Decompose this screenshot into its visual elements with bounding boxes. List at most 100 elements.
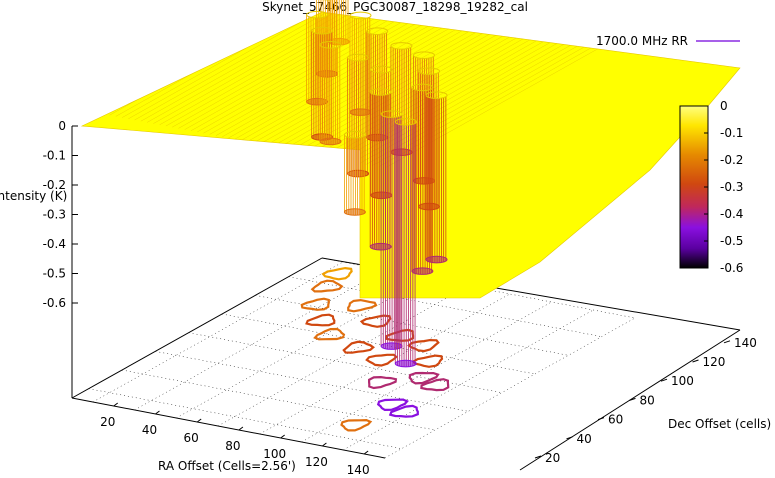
contour-ring xyxy=(313,327,346,341)
z-axis-label: Intensity (K) xyxy=(0,189,67,203)
grid-line xyxy=(301,301,552,443)
well-rim xyxy=(380,110,403,118)
z-axis-ticks: 0 -0.1 -0.2 -0.3 -0.4 -0.5 -0.6 xyxy=(43,119,78,310)
well-rim xyxy=(311,26,334,35)
contour-ring xyxy=(365,353,398,367)
y-axis-label: Dec Offset (cells) xyxy=(668,417,771,431)
colorbar-gradient xyxy=(679,105,709,269)
y-tick-label: 20 xyxy=(545,451,560,465)
contour-ring xyxy=(407,338,440,353)
well xyxy=(394,118,417,368)
mesh-line xyxy=(178,12,429,129)
grid-line xyxy=(92,261,343,403)
contour-ring xyxy=(368,375,398,390)
well-bottom xyxy=(418,202,441,211)
mesh-line xyxy=(147,12,398,123)
x-tick-label: 140 xyxy=(347,463,370,477)
well-rim xyxy=(390,42,413,50)
well-rim xyxy=(418,67,441,75)
well-rim xyxy=(366,27,389,36)
x-tick xyxy=(363,450,369,455)
well-rim xyxy=(319,41,342,49)
y-tick xyxy=(629,397,636,401)
x-tick xyxy=(322,442,327,447)
grid-line xyxy=(188,332,502,393)
colorbar-tick-label: -0.3 xyxy=(720,180,743,194)
colorbar: 0 -0.1 -0.2 -0.3 -0.4 -0.5 -0.6 xyxy=(679,99,743,275)
x-tick-label: 60 xyxy=(184,431,199,445)
x-tick xyxy=(280,434,285,439)
z-tick-label: -0.3 xyxy=(43,208,66,222)
colorbar-tick-label: -0.5 xyxy=(720,234,743,248)
z-tick-label: -0.6 xyxy=(43,296,66,310)
grid-line xyxy=(88,388,402,449)
y-tick xyxy=(534,455,542,459)
z-tick-label: -0.2 xyxy=(43,178,66,192)
mesh-line xyxy=(165,12,416,127)
contour-ring xyxy=(376,398,409,412)
grid-line xyxy=(134,269,385,411)
well xyxy=(380,110,403,350)
well-rim xyxy=(306,10,329,19)
colorbar-tick-label: -0.2 xyxy=(720,153,743,167)
colorbar-tick-label: -0.4 xyxy=(720,207,743,221)
well xyxy=(411,83,434,275)
x-axis-ticks: 20 40 60 80 100 120 140 xyxy=(100,402,370,477)
mesh-line xyxy=(128,12,379,119)
colorbar-ticks: 0 -0.1 -0.2 -0.3 -0.4 -0.5 -0.6 xyxy=(704,99,743,275)
well-rim xyxy=(347,53,370,62)
legend-label: 1700.0 MHz RR xyxy=(596,34,688,48)
well-rim xyxy=(370,65,393,74)
y-tick-label: 40 xyxy=(577,432,592,446)
contour-ring xyxy=(300,297,330,311)
colorbar-tick-label: -0.6 xyxy=(720,261,743,275)
contour-ring xyxy=(359,314,392,328)
well xyxy=(319,41,342,146)
x-tick xyxy=(238,426,244,431)
well-rim xyxy=(369,88,392,96)
mesh-line xyxy=(134,12,385,121)
well-bottom xyxy=(319,137,342,146)
z-tick-label: -0.1 xyxy=(43,149,66,163)
mesh-line xyxy=(366,24,617,165)
y-tick-label: 60 xyxy=(608,413,623,427)
contour-ring xyxy=(347,298,378,313)
colorbar-tick-label: -0.1 xyxy=(720,126,743,140)
y-tick xyxy=(566,436,573,440)
x-tick xyxy=(113,402,119,407)
mesh-line xyxy=(172,12,423,128)
mesh-line xyxy=(140,12,391,122)
x-tick-label: 80 xyxy=(225,439,240,453)
x-axis-label: RA Offset (Cells=2.56') xyxy=(158,459,296,473)
legend: 1700.0 MHz RR xyxy=(596,34,740,48)
contour-ring xyxy=(411,354,444,368)
well-rim xyxy=(411,83,434,92)
well-rim xyxy=(343,130,366,139)
z-tick-label: -0.4 xyxy=(43,237,66,251)
well-bottom xyxy=(425,255,448,264)
well-bottom xyxy=(411,267,434,275)
well-rim xyxy=(412,51,435,60)
well xyxy=(343,130,366,216)
colorbar-tick-label: 0 xyxy=(720,99,728,113)
contour-ring xyxy=(305,313,336,327)
contour-ring xyxy=(321,266,353,281)
back-left-edge xyxy=(71,257,323,399)
mesh-line xyxy=(347,20,598,161)
x-axis-line xyxy=(71,397,386,459)
grid-line xyxy=(155,351,469,412)
x-tick-label: 20 xyxy=(100,415,115,429)
well-bottom xyxy=(343,208,366,216)
y-tick-label: 100 xyxy=(671,374,694,388)
surface-wells xyxy=(306,0,448,368)
y-tick-label: 120 xyxy=(703,355,726,369)
x-tick-label: 120 xyxy=(305,455,328,469)
y-tick xyxy=(723,340,731,344)
well xyxy=(311,26,334,141)
contour-ring xyxy=(420,378,450,392)
x-tick-label: 100 xyxy=(263,447,286,461)
well-rim xyxy=(425,91,448,99)
z-tick-label: 0 xyxy=(58,119,66,133)
y-tick xyxy=(692,359,699,363)
